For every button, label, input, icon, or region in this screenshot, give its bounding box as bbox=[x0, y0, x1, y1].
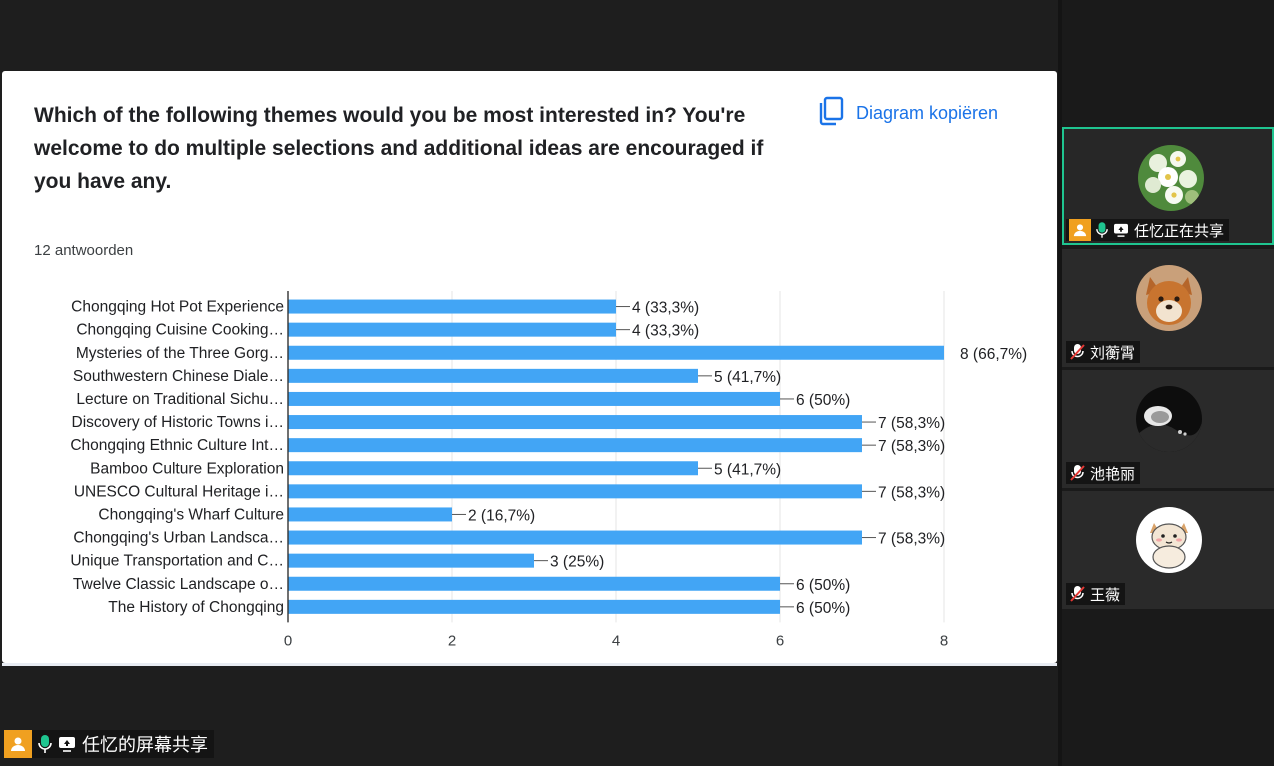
bar bbox=[288, 507, 452, 522]
x-tick-label: 4 bbox=[612, 632, 620, 649]
response-count: 12 antwoorden bbox=[34, 242, 134, 259]
form-summary-card: Which of the following themes would you … bbox=[2, 71, 1057, 663]
data-label: 6 (50%) bbox=[796, 600, 850, 617]
bar bbox=[288, 576, 780, 591]
data-label: 4 (33,3%) bbox=[632, 323, 699, 340]
screen-share-label: 任忆的屏幕共享 bbox=[82, 735, 208, 755]
data-label: 2 (16,7%) bbox=[468, 507, 535, 524]
data-label: 7 (58,3%) bbox=[878, 415, 945, 432]
data-label: 4 (33,3%) bbox=[632, 300, 699, 317]
screen-share-tag: 任忆的屏幕共享 bbox=[4, 730, 214, 758]
participant-name-tag: 王薇 bbox=[1066, 583, 1126, 605]
bar bbox=[288, 530, 862, 545]
screen-share-icon bbox=[58, 736, 76, 752]
category-label: Chongqing's Urban Landsca… bbox=[73, 530, 284, 547]
x-tick-label: 8 bbox=[940, 632, 948, 649]
category-label: Chongqing Hot Pot Experience bbox=[71, 299, 284, 316]
muted-microphone-icon bbox=[1069, 464, 1085, 482]
person-icon bbox=[1069, 219, 1091, 241]
copy-icon bbox=[818, 96, 844, 131]
participant-tile[interactable]: 池艳丽 bbox=[1062, 370, 1274, 488]
bar bbox=[288, 345, 944, 360]
participant-name: 刘蘅霄 bbox=[1090, 344, 1136, 362]
cat-avatar bbox=[1136, 507, 1202, 573]
card-divider bbox=[2, 663, 1057, 666]
participant-tile[interactable]: 王薇 bbox=[1062, 491, 1274, 609]
category-label: Discovery of Historic Towns i… bbox=[72, 414, 284, 431]
bar bbox=[288, 599, 780, 614]
x-tick-label: 0 bbox=[284, 632, 292, 649]
data-label: 7 (58,3%) bbox=[878, 531, 945, 548]
screen-share-icon bbox=[1113, 223, 1129, 237]
muted-microphone-icon bbox=[1069, 585, 1085, 603]
category-label: Twelve Classic Landscape o… bbox=[73, 576, 284, 593]
screen-share-area: Which of the following themes would you … bbox=[2, 71, 1057, 758]
participant-name: 任忆正在共享 bbox=[1134, 222, 1225, 240]
microphone-icon bbox=[38, 734, 52, 754]
data-label: 3 (25%) bbox=[550, 554, 604, 571]
bar bbox=[288, 322, 616, 337]
category-label: Chongqing Cuisine Cooking… bbox=[76, 322, 284, 339]
data-label: 6 (50%) bbox=[796, 577, 850, 594]
category-label: Mysteries of the Three Gorg… bbox=[76, 345, 284, 362]
copy-chart-button[interactable]: Diagram kopiëren bbox=[818, 96, 999, 131]
bar bbox=[288, 391, 780, 406]
category-label: The History of Chongqing bbox=[108, 599, 284, 616]
participant-tile[interactable]: 任忆正在共享 bbox=[1062, 127, 1274, 245]
participant-name: 池艳丽 bbox=[1090, 465, 1136, 483]
data-label: 7 (58,3%) bbox=[878, 438, 945, 455]
participant-tile[interactable]: 刘蘅霄 bbox=[1062, 249, 1274, 367]
bar bbox=[288, 461, 698, 476]
participant-name: 王薇 bbox=[1090, 586, 1121, 604]
category-label: Chongqing Ethnic Culture Int… bbox=[70, 437, 284, 454]
x-tick-label: 2 bbox=[448, 632, 456, 649]
bar bbox=[288, 553, 534, 568]
muted-microphone-icon bbox=[1069, 343, 1085, 361]
x-tick-label: 6 bbox=[776, 632, 784, 649]
copy-chart-label: Diagram kopiëren bbox=[856, 102, 999, 123]
category-label: UNESCO Cultural Heritage i… bbox=[74, 483, 284, 500]
bar bbox=[288, 415, 862, 430]
person-icon bbox=[4, 730, 32, 758]
flower-avatar bbox=[1138, 145, 1204, 211]
participant-name-tag: 池艳丽 bbox=[1066, 462, 1141, 484]
category-label: Chongqing's Wharf Culture bbox=[98, 506, 284, 523]
data-label: 7 (58,3%) bbox=[878, 484, 945, 501]
dog-avatar bbox=[1136, 265, 1202, 331]
data-label: 8 (66,7%) bbox=[960, 346, 1027, 363]
microphone-icon bbox=[1096, 221, 1108, 239]
bar bbox=[288, 484, 862, 499]
data-label: 5 (41,7%) bbox=[714, 369, 781, 386]
dark-photo-avatar bbox=[1136, 386, 1202, 452]
bar bbox=[288, 299, 616, 314]
data-label: 6 (50%) bbox=[796, 392, 850, 409]
category-label: Unique Transportation and C… bbox=[70, 553, 284, 570]
category-label: Bamboo Culture Exploration bbox=[90, 460, 284, 477]
question-title: Which of the following themes would you … bbox=[34, 104, 764, 193]
participant-name-tag: 刘蘅霄 bbox=[1066, 341, 1141, 363]
category-label: Southwestern Chinese Diale… bbox=[73, 368, 284, 385]
bar bbox=[288, 438, 862, 453]
category-label: Lecture on Traditional Sichu… bbox=[76, 391, 284, 408]
participant-name-tag: 任忆正在共享 bbox=[1066, 219, 1230, 241]
bar-chart: 0 2 4 6 8 Chongqing Hot Pot Experience 4 (33,3… bbox=[70, 291, 1027, 649]
bar bbox=[288, 368, 698, 383]
data-label: 5 (41,7%) bbox=[714, 461, 781, 478]
